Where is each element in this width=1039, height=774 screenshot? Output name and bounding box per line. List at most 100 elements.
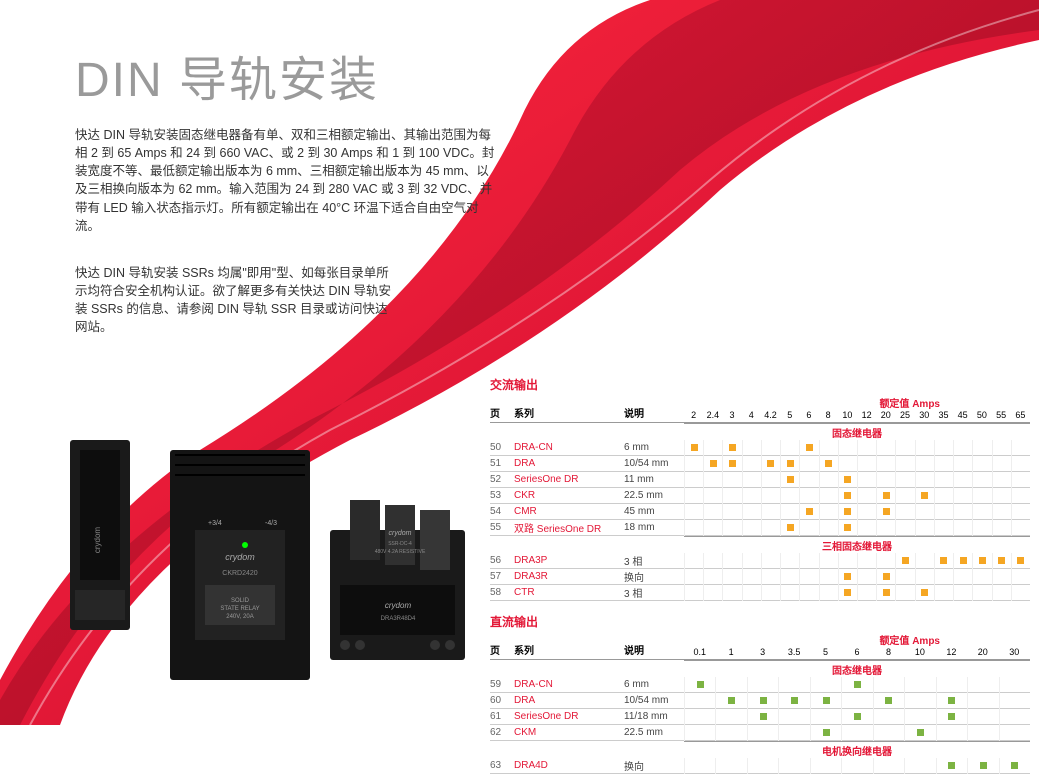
- dot-cell: [810, 693, 841, 709]
- dot-cell: [703, 520, 722, 536]
- table-row: 51 DRA 10/54 mm: [490, 456, 1030, 472]
- dot-cell: [761, 472, 780, 488]
- row-series: DRA: [514, 458, 624, 469]
- svg-text:480V 4.2A RESISTIVE: 480V 4.2A RESISTIVE: [375, 549, 426, 555]
- svg-text:crydom: crydom: [385, 601, 412, 610]
- row-page: 52: [490, 474, 514, 485]
- dot-cell: [953, 504, 972, 520]
- page-title: DIN 导轨安装: [75, 40, 379, 110]
- dot-cell: [778, 725, 809, 741]
- rating-dot: [844, 508, 851, 515]
- amp-col: 0.1: [684, 647, 715, 657]
- dot-cell: [810, 725, 841, 741]
- amp-col: 5: [810, 647, 841, 657]
- rating-dot: [883, 508, 890, 515]
- dot-cell: [703, 472, 722, 488]
- dot-cell: [934, 440, 953, 456]
- amp-col: 12: [857, 410, 876, 420]
- dot-cell: [722, 585, 741, 601]
- dot-cell: [967, 725, 998, 741]
- row-series: CTR: [514, 587, 624, 598]
- dc-section-title: 直流输出: [490, 613, 1030, 630]
- dot-cell: [915, 440, 934, 456]
- svg-text:DRA3R48D4: DRA3R48D4: [381, 616, 416, 622]
- dot-cell: [895, 488, 914, 504]
- dot-cell: [722, 456, 741, 472]
- table-row: 54 CMR 45 mm: [490, 504, 1030, 520]
- dot-cell: [747, 693, 778, 709]
- row-series: CKM: [514, 727, 624, 738]
- svg-text:SSR-DC-4: SSR-DC-4: [388, 541, 412, 547]
- dot-cell: [722, 472, 741, 488]
- table-row: 57 DRA3R 换向: [490, 569, 1030, 585]
- amp-col: 6: [799, 410, 818, 420]
- amp-col: 35: [934, 410, 953, 420]
- rating-dot: [960, 557, 967, 564]
- dot-cell: [915, 504, 934, 520]
- dot-cell: [873, 725, 904, 741]
- dot-cell: [915, 488, 934, 504]
- dc-category-2: 电机换向继电器: [684, 741, 1030, 758]
- dot-cell: [703, 504, 722, 520]
- rating-dot: [760, 697, 767, 704]
- dot-cell: [876, 488, 895, 504]
- rating-dot: [1011, 762, 1018, 769]
- amp-col: 2: [684, 410, 703, 420]
- rating-dot: [767, 460, 774, 467]
- dot-cell: [895, 553, 914, 569]
- dot-cell: [992, 569, 1011, 585]
- dot-cell: [876, 585, 895, 601]
- dot-cell: [799, 488, 818, 504]
- dot-cell: [876, 520, 895, 536]
- row-page: 55: [490, 522, 514, 533]
- dot-cell: [761, 553, 780, 569]
- dot-cell: [972, 440, 991, 456]
- dot-cell: [799, 456, 818, 472]
- rating-dot: [728, 697, 735, 704]
- row-desc: 换向: [624, 569, 684, 584]
- dot-cell: [1011, 553, 1030, 569]
- dot-cell: [953, 569, 972, 585]
- dot-cell: [841, 693, 872, 709]
- dot-cell: [715, 677, 746, 693]
- dot-cell: [819, 569, 838, 585]
- th-page-dc: 页: [490, 642, 514, 657]
- dot-cell: [747, 709, 778, 725]
- dot-cell: [838, 456, 857, 472]
- dot-cell: [857, 472, 876, 488]
- dot-cell: [819, 440, 838, 456]
- svg-text:STATE RELAY: STATE RELAY: [220, 606, 259, 612]
- amp-col: 1: [715, 647, 746, 657]
- row-desc: 换向: [624, 758, 684, 773]
- dot-cell: [992, 585, 1011, 601]
- dot-cell: [972, 488, 991, 504]
- dot-cell: [684, 472, 703, 488]
- dot-cell: [715, 725, 746, 741]
- dot-cell: [876, 504, 895, 520]
- dot-cell: [992, 440, 1011, 456]
- row-desc: 3 相: [624, 553, 684, 568]
- dot-cell: [819, 504, 838, 520]
- ac-amp-columns: 22.4344.256810122025303545505565: [684, 410, 1030, 420]
- amp-col: 8: [819, 410, 838, 420]
- row-page: 51: [490, 458, 514, 469]
- dot-cell: [857, 520, 876, 536]
- dot-cell: [1011, 440, 1030, 456]
- row-desc: 3 相: [624, 585, 684, 600]
- dot-cell: [684, 504, 703, 520]
- dot-cell: [857, 488, 876, 504]
- dot-cell: [715, 693, 746, 709]
- dot-cell: [857, 569, 876, 585]
- dot-cell: [953, 520, 972, 536]
- amp-col: 50: [972, 410, 991, 420]
- dot-cell: [742, 553, 761, 569]
- dot-cell: [684, 585, 703, 601]
- dot-cell: [895, 569, 914, 585]
- th-page: 页: [490, 405, 514, 420]
- dot-cell: [936, 677, 967, 693]
- dot-cell: [742, 440, 761, 456]
- dc-category-1: 固态继电器: [684, 660, 1030, 677]
- dot-cell: [747, 758, 778, 774]
- dot-cell: [915, 553, 934, 569]
- dot-cell: [819, 520, 838, 536]
